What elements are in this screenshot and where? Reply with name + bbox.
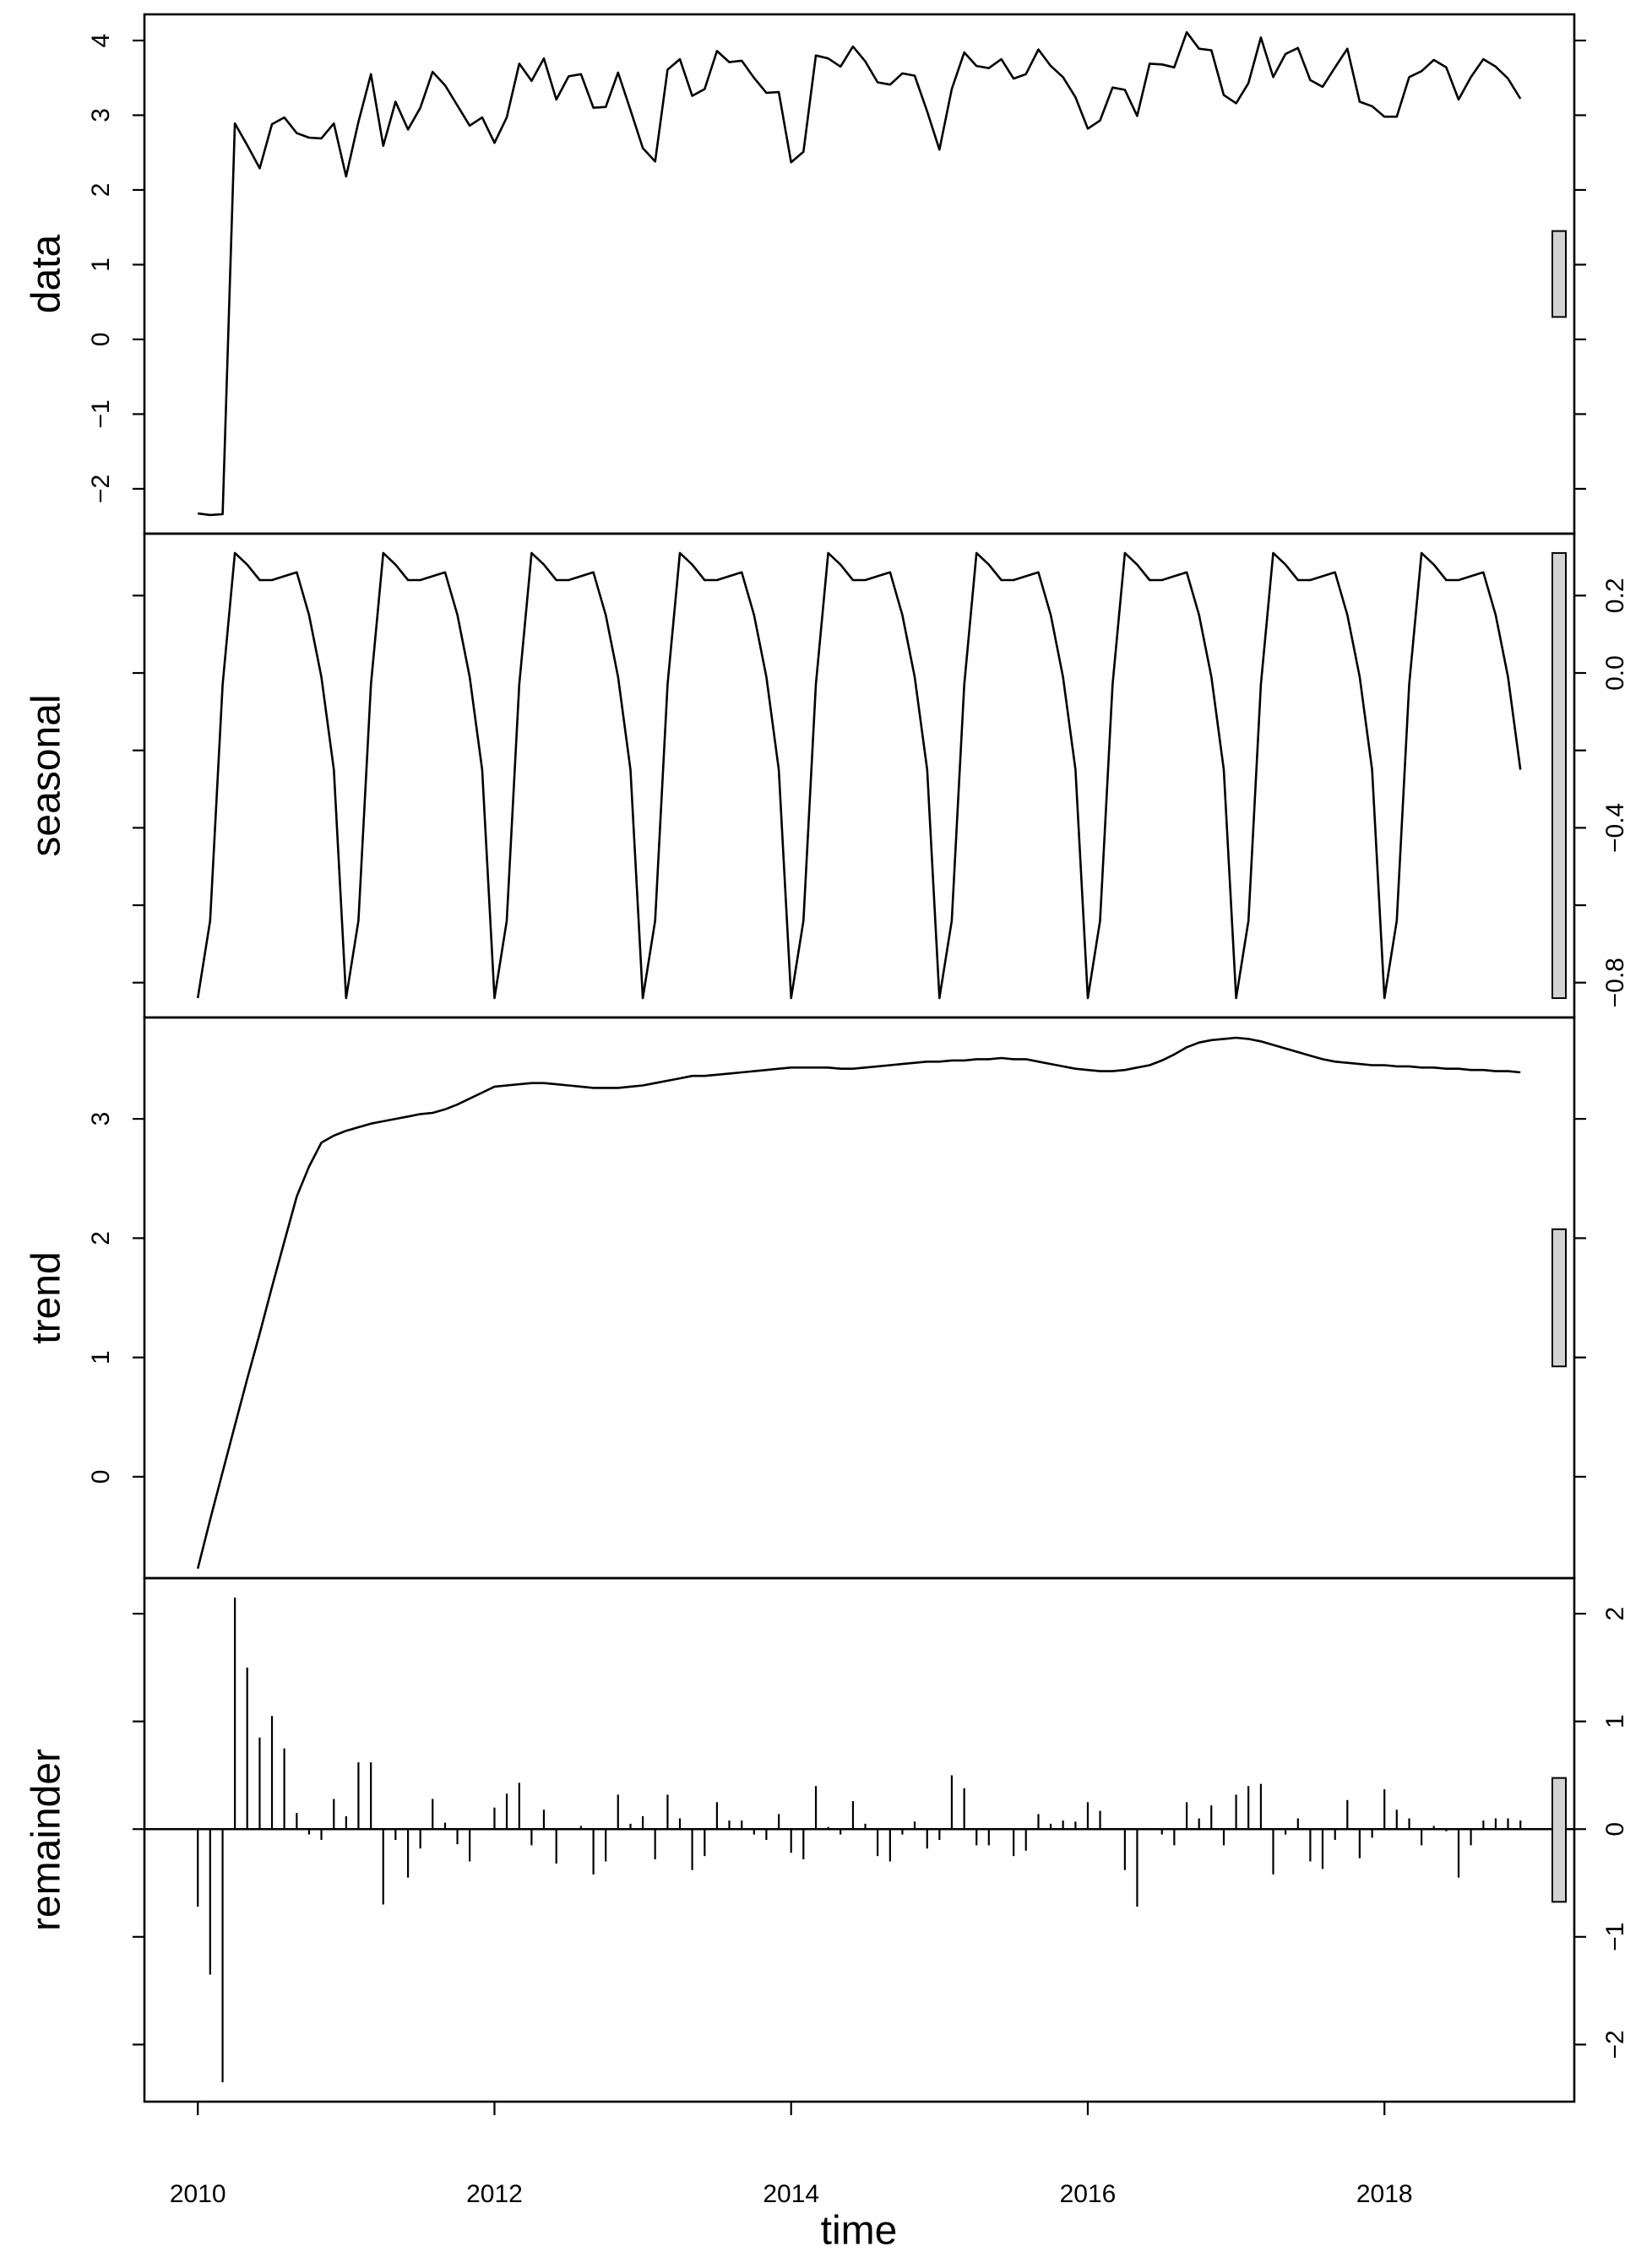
- panel-frame: [143, 1576, 1576, 2103]
- y-tick-label: −0.8: [1601, 958, 1629, 1007]
- series-line: [196, 1036, 1521, 1570]
- range-bar: [1551, 230, 1567, 318]
- y-tick-label: 4: [87, 34, 115, 48]
- y-tick-label: 3: [87, 108, 115, 122]
- series-line: [196, 551, 1522, 1000]
- y-axis-title: trend: [24, 1251, 69, 1343]
- y-axis-title: seasonal: [24, 694, 69, 856]
- panel-frame: [143, 1016, 1576, 1580]
- y-tick-label: 0: [87, 333, 115, 347]
- y-tick-label: −2: [87, 475, 115, 503]
- y-tick-label: 0.2: [1601, 578, 1629, 613]
- x-tick-label: 2018: [1356, 2180, 1413, 2208]
- y-tick-label: −2: [1601, 2030, 1629, 2059]
- y-tick-label: 1: [87, 1350, 115, 1365]
- x-tick-label: 2012: [466, 2180, 523, 2208]
- x-axis-title: time: [821, 2209, 898, 2254]
- x-tick-label: 2010: [170, 2180, 226, 2208]
- range-bar: [1551, 1777, 1567, 1903]
- y-tick-label: −0.4: [1601, 803, 1629, 853]
- y-tick-label: 1: [1601, 1714, 1629, 1728]
- panel-frame: [143, 13, 1576, 535]
- x-tick-label: 2014: [763, 2180, 819, 2208]
- y-tick-label: −1: [1601, 1923, 1629, 1951]
- y-tick-label: 1: [87, 258, 115, 272]
- range-bar: [1551, 1228, 1567, 1368]
- y-axis-title: data: [24, 234, 69, 313]
- x-tick-label: 2016: [1060, 2180, 1117, 2208]
- series-line: [198, 30, 1522, 517]
- panel-frame: [143, 532, 1576, 1019]
- y-tick-label: 3: [87, 1112, 115, 1126]
- y-axis-title: remainder: [24, 1749, 69, 1931]
- y-tick-label: 2: [87, 183, 115, 198]
- y-tick-label: −1: [87, 399, 115, 428]
- y-tick-label: 2: [87, 1231, 115, 1245]
- y-tick-label: 0: [87, 1470, 115, 1484]
- range-bar: [1551, 551, 1567, 1000]
- y-tick-label: 0.0: [1601, 655, 1629, 691]
- y-tick-label: 0: [1601, 1822, 1629, 1837]
- y-tick-label: 2: [1601, 1607, 1629, 1621]
